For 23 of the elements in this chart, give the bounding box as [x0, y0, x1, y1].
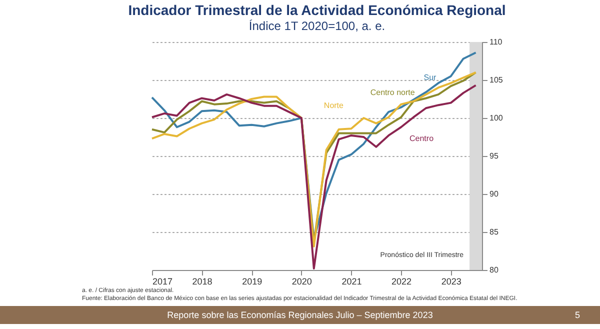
y-tick-label: 80	[490, 266, 499, 274]
text: 5	[574, 310, 580, 320]
text: Norte	[324, 101, 344, 110]
line-series	[151, 84, 477, 270]
series-label: Sur	[424, 73, 437, 82]
chart-title: Indicador Trimestral de la Actividad Económica Regional	[128, 2, 506, 18]
x-tick-label: 2021	[342, 276, 362, 286]
y-tick-label: 105	[490, 76, 504, 84]
x-tick-label: 2019	[242, 276, 262, 286]
x-tick-label: 2017	[152, 276, 173, 286]
y-tick-label: 95	[490, 152, 499, 160]
y-tick-label: 90	[490, 190, 499, 198]
x-tick-label: 2023	[441, 276, 462, 286]
text: Reporte sobre las Economías Regionales Julio – Septiembre 2023	[167, 310, 433, 320]
x-tick-label: 2020	[292, 276, 312, 286]
y-tick-label: 110	[490, 38, 503, 46]
series-label: Centro norte	[370, 88, 416, 97]
x-tick-label: 2018	[192, 276, 212, 286]
y-tick-label: 100	[490, 114, 504, 122]
y-tick-label: 85	[490, 228, 499, 236]
x-tick-label: 2022	[392, 276, 412, 286]
chart-subtitle: Índice 1T 2020=100, a. e.	[248, 19, 386, 33]
series-label: Centro	[410, 134, 434, 144]
